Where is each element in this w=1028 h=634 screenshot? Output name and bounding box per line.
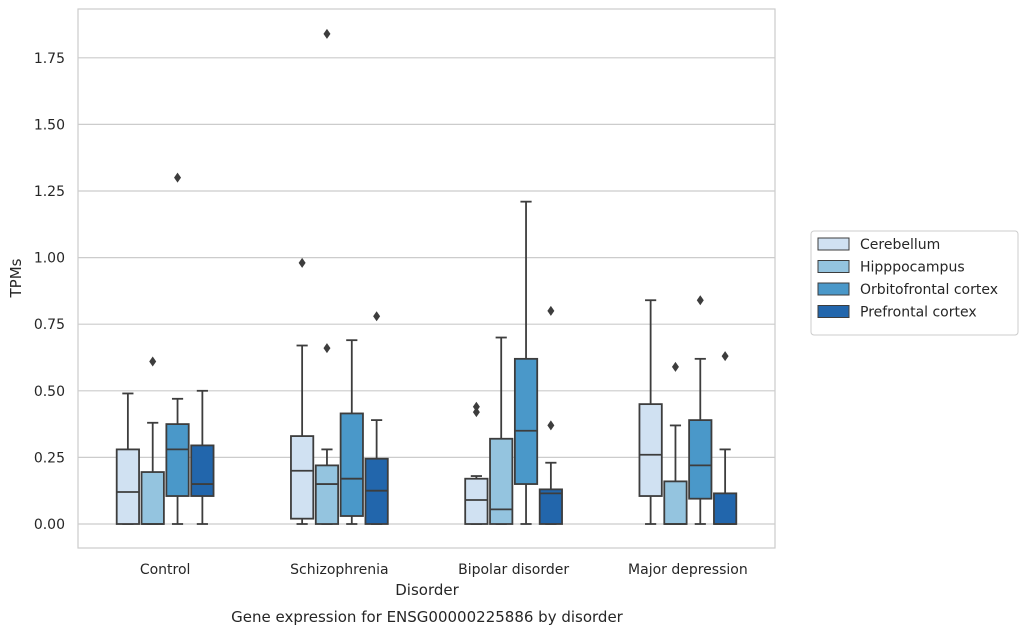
- box-prefrontal-cortex-2: [538, 305, 563, 525]
- outlier-point: [373, 311, 381, 322]
- legend-label: Cerebellum: [860, 237, 940, 253]
- x-tick-labels: Control Schizophrenia Bipolar disorder Majo…: [140, 562, 748, 578]
- box-orbitofrontal-cortex-2: [513, 200, 539, 525]
- plot-boxes: [115, 28, 738, 525]
- legend-swatch: [817, 237, 850, 251]
- outlier-point: [174, 172, 182, 183]
- box-cerebellum-2: [464, 401, 489, 525]
- outlier-point: [323, 343, 331, 354]
- box-body: [538, 488, 563, 525]
- outlier-point: [671, 361, 679, 372]
- box-body: [339, 412, 364, 517]
- y-tick-label: 1.25: [34, 184, 65, 200]
- box-body: [290, 435, 315, 520]
- box-cerebellum-0: [115, 392, 140, 525]
- box-body: [513, 357, 539, 485]
- box-body: [140, 471, 165, 525]
- box-orbitofrontal-cortex-1: [339, 339, 364, 525]
- box-body: [688, 419, 713, 500]
- outlier-point: [298, 257, 306, 268]
- legend-swatch: [817, 260, 850, 273]
- box-body: [190, 444, 215, 497]
- outlier-point: [547, 305, 555, 316]
- y-tick-label: 1.75: [34, 51, 65, 67]
- y-tick-label: 0.50: [34, 384, 65, 400]
- box-body: [713, 492, 738, 525]
- y-tick-label: 1.50: [34, 117, 65, 133]
- box-body: [663, 480, 688, 525]
- box-prefrontal-cortex-1: [364, 311, 389, 525]
- box-prefrontal-cortex-3: [713, 351, 738, 525]
- legend-label: Orbitofrontal cortex: [860, 282, 998, 298]
- chart-caption: Gene expression for ENSG00000225886 by d…: [231, 608, 624, 626]
- box-orbitofrontal-cortex-0: [165, 172, 190, 525]
- box-body: [464, 477, 489, 525]
- box-body: [489, 437, 514, 525]
- outlier-point: [696, 295, 704, 306]
- y-tick-label: 0.75: [34, 317, 65, 333]
- x-tick-label: Schizophrenia: [290, 562, 388, 578]
- legend: Cerebellum Hipppocampus Orbitofrontal cort…: [810, 230, 1019, 336]
- x-tick-label: Major depression: [628, 562, 748, 578]
- plot-frame: [77, 8, 776, 549]
- y-tick-label: 0.00: [34, 517, 65, 533]
- box-orbitofrontal-cortex-3: [688, 295, 713, 525]
- x-tick-label: Control: [140, 562, 191, 578]
- box-body: [115, 448, 140, 525]
- box-body: [638, 403, 663, 497]
- legend-label: Hipppocampus: [860, 260, 965, 276]
- box-hipppocampus-2: [489, 336, 514, 525]
- outlier-point: [721, 351, 729, 362]
- y-tick-label: 0.25: [34, 450, 65, 466]
- outlier-point: [149, 356, 157, 367]
- outlier-point: [547, 420, 555, 431]
- x-axis-label: Disorder: [395, 581, 459, 599]
- outlier-point: [323, 28, 331, 39]
- box-cerebellum-3: [638, 299, 663, 525]
- legend-swatch: [817, 282, 850, 296]
- box-hipppocampus-0: [140, 356, 165, 525]
- box-hipppocampus-1: [314, 28, 340, 525]
- legend-frame: [810, 230, 1019, 336]
- legend-swatch: [817, 305, 850, 318]
- outlier-point: [472, 401, 480, 412]
- y-tick-label: 1.00: [34, 251, 65, 267]
- y-axis-label: TPMs: [7, 258, 25, 298]
- box-hipppocampus-3: [663, 361, 688, 525]
- y-tick-labels: 0.00 0.25 0.50 0.75 1.00 1.25 1.50 1.75: [34, 51, 65, 533]
- outlier-point: [472, 407, 480, 418]
- legend-label: Prefrontal cortex: [860, 305, 977, 321]
- box-prefrontal-cortex-0: [190, 389, 215, 525]
- x-tick-label: Bipolar disorder: [458, 562, 569, 578]
- box-cerebellum-1: [290, 257, 315, 525]
- box-body: [165, 423, 190, 497]
- box-body: [314, 464, 340, 525]
